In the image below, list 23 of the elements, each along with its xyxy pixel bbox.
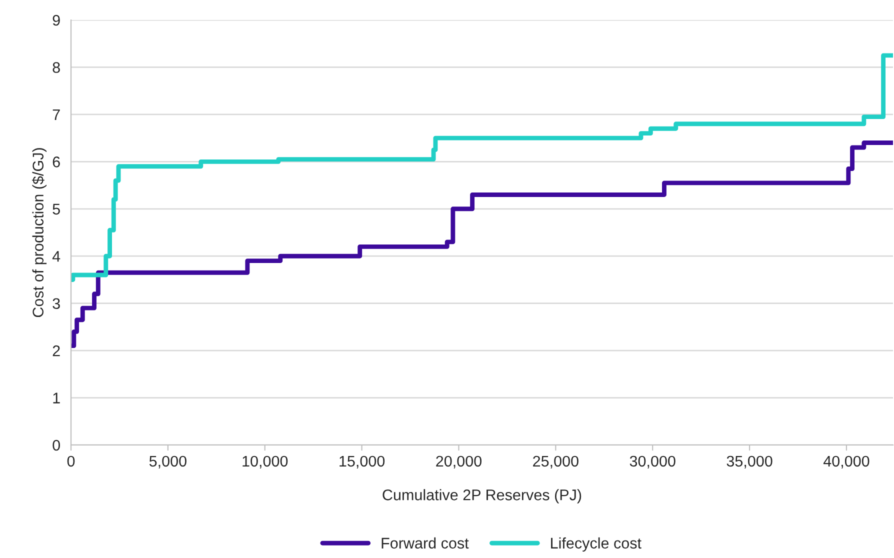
x-tick-label: 0	[67, 456, 75, 467]
y-tick-label: 4	[52, 251, 60, 262]
y-tick-label: 1	[53, 392, 60, 404]
y-tick-label: 6	[52, 156, 60, 168]
y-tick-label: 7	[52, 109, 60, 120]
x-tick-label: 20,000	[436, 456, 482, 468]
x-tick-label: 40,000	[823, 456, 870, 468]
x-tick-label: 30,000	[630, 456, 676, 468]
y-axis-title: Cost of production ($/GJ)	[32, 148, 47, 318]
x-tick-label: 25,000	[533, 456, 578, 468]
y-tick-label: 5	[52, 204, 60, 215]
x-axis-title: Cumulative 2P Reserves (PJ)	[382, 489, 582, 504]
x-tick-label: 5,000	[149, 456, 186, 468]
y-tick-label: 3	[52, 298, 60, 310]
legend-label: Lifecycle cost	[551, 537, 642, 552]
y-tick-label: 0	[52, 440, 60, 451]
x-tick-label: 10,000	[242, 456, 288, 468]
y-tick-label: 9	[52, 14, 60, 26]
x-tick-label: 35,000	[726, 456, 772, 468]
x-tick-label: 15,000	[340, 456, 385, 468]
y-tick-label: 2	[52, 345, 60, 356]
legend-label: Forward cost	[382, 537, 469, 549]
y-tick-label: 8	[52, 62, 60, 73]
